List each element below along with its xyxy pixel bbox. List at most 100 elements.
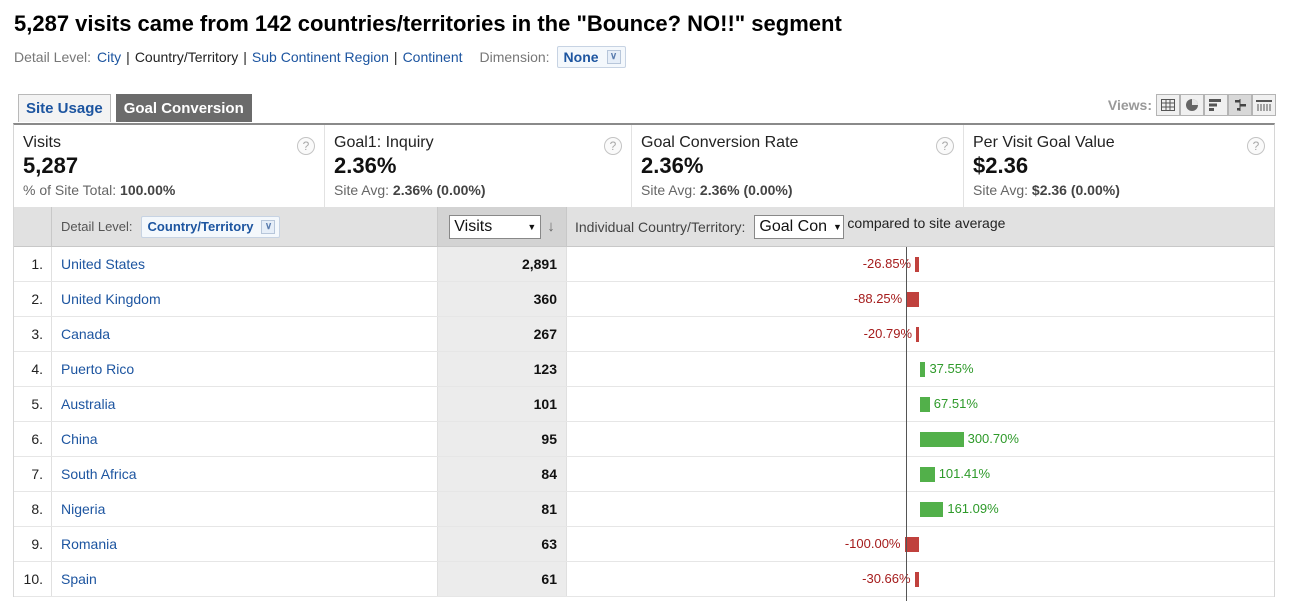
comparison-view-icon[interactable] <box>1228 94 1252 116</box>
help-icon[interactable]: ? <box>1247 137 1265 155</box>
header-visits: Visits ▼ ↓ <box>438 207 567 246</box>
detail-level-bar: Detail Level: City | Country/Territory |… <box>14 46 626 68</box>
row-rank: 1. <box>14 247 52 281</box>
page-title: 5,287 visits came from 142 countries/ter… <box>14 11 842 36</box>
header-dimension: Detail Level: Country/Territory ∨ <box>52 207 438 246</box>
metric-value: $2.36 <box>973 153 1029 178</box>
country-link[interactable]: Canada <box>52 317 438 351</box>
tab-goal-conversion[interactable]: Goal Conversion <box>115 94 252 122</box>
positive-bar <box>920 432 964 447</box>
visits-value: 2,891 <box>438 247 567 281</box>
detail-current-country: Country/Territory <box>134 49 239 65</box>
positive-bar <box>920 502 944 517</box>
metric-value: 5,287 <box>23 153 79 178</box>
visits-value: 267 <box>438 317 567 351</box>
dropdown-arrow-icon: ▼ <box>833 221 842 232</box>
compare-label: Individual Country/Territory: <box>575 218 746 235</box>
tab-site-usage[interactable]: Site Usage <box>18 94 111 122</box>
row-rank: 4. <box>14 352 52 386</box>
views-switcher: Views: <box>1108 94 1276 116</box>
row-rank: 5. <box>14 387 52 421</box>
country-link[interactable]: Australia <box>52 387 438 421</box>
table-view-icon[interactable] <box>1156 94 1180 116</box>
visits-value: 101 <box>438 387 567 421</box>
negative-bar <box>914 572 919 587</box>
pie-view-icon[interactable] <box>1180 94 1204 116</box>
positive-bar <box>920 467 935 482</box>
compare-suffix: compared to site average <box>847 214 1006 231</box>
table-row: 2. United Kingdom 360 -88.25% <box>14 282 1274 317</box>
table-detail-select[interactable]: Country/Territory ∨ <box>140 215 281 238</box>
table-header: Detail Level: Country/Territory ∨ Visits… <box>14 207 1274 247</box>
separator: | <box>126 49 130 65</box>
country-link[interactable]: Puerto Rico <box>52 352 438 386</box>
row-rank: 8. <box>14 492 52 526</box>
visits-value: 81 <box>438 492 567 526</box>
bar-view-icon[interactable] <box>1204 94 1228 116</box>
detail-level-label: Detail Level: <box>14 49 92 65</box>
header-comparison: Individual Country/Territory: Goal Con ▼… <box>567 207 1274 246</box>
percent-label: -26.85% <box>862 256 912 271</box>
summary-visits: Visits 5,287 % of Site Total: 100.00% ? <box>14 125 325 207</box>
metric-name: Goal Conversion Rate <box>641 134 799 151</box>
metric-name: Per Visit Goal Value <box>973 134 1115 151</box>
country-link[interactable]: Nigeria <box>52 492 438 526</box>
summary-per-visit-value: Per Visit Goal Value $2.36 Site Avg: $2.… <box>964 125 1274 207</box>
header-rank <box>14 207 52 246</box>
sort-desc-icon[interactable]: ↓ <box>547 218 555 235</box>
table-row: 10. Spain 61 -30.66% <box>14 562 1274 597</box>
row-rank: 7. <box>14 457 52 491</box>
row-rank: 9. <box>14 527 52 561</box>
positive-bar <box>920 362 926 377</box>
percent-label: -30.66% <box>862 571 911 586</box>
separator: | <box>243 49 247 65</box>
table-detail-label: Detail Level: <box>61 219 133 234</box>
metric-sub: Site Avg: $2.36 (0.00%) <box>973 182 1120 198</box>
negative-bar <box>906 292 919 307</box>
table-row: 4. Puerto Rico 123 37.55% <box>14 352 1274 387</box>
metric-value: 2.36% <box>641 153 704 178</box>
dimension-label: Dimension: <box>479 49 550 65</box>
comparison-cell: 37.55% <box>567 352 1274 386</box>
help-icon[interactable]: ? <box>936 137 954 155</box>
country-link[interactable]: United States <box>52 247 438 281</box>
metric-value: 2.36% <box>334 153 397 178</box>
positive-bar <box>920 397 930 412</box>
pivot-view-icon[interactable] <box>1252 94 1276 116</box>
dimension-select[interactable]: None ∨ <box>556 46 626 68</box>
percent-label: 101.41% <box>938 466 991 481</box>
table-row: 3. Canada 267 -20.79% <box>14 317 1274 352</box>
visits-value: 95 <box>438 422 567 456</box>
country-link[interactable]: United Kingdom <box>52 282 438 316</box>
report-table: Detail Level: Country/Territory ∨ Visits… <box>13 207 1275 597</box>
row-rank: 10. <box>14 562 52 596</box>
metric-select[interactable]: Visits ▼ <box>449 214 542 239</box>
dropdown-arrow-icon: ▼ <box>527 221 537 232</box>
metric-sub: % of Site Total: 100.00% <box>23 182 176 198</box>
comparison-cell: 300.70% <box>567 422 1274 456</box>
country-link[interactable]: Spain <box>52 562 438 596</box>
help-icon[interactable]: ? <box>604 137 622 155</box>
detail-link-continent[interactable]: Continent <box>402 49 463 65</box>
detail-link-city[interactable]: City <box>97 49 122 65</box>
percent-label: 67.51% <box>933 396 978 411</box>
summary-metrics: Visits 5,287 % of Site Total: 100.00% ? … <box>13 123 1275 207</box>
summary-goal1: Goal1: Inquiry 2.36% Site Avg: 2.36% (0.… <box>325 125 632 207</box>
table-row: 9. Romania 63 -100.00% <box>14 527 1274 562</box>
percent-label: 300.70% <box>967 431 1019 446</box>
comparison-cell: -100.00% <box>567 527 1274 561</box>
comparison-cell: -30.66% <box>567 562 1274 596</box>
country-link[interactable]: China <box>52 422 438 456</box>
country-link[interactable]: South Africa <box>52 457 438 491</box>
dimension-value: None <box>563 49 599 65</box>
detail-link-subcontinent[interactable]: Sub Continent Region <box>251 49 389 65</box>
negative-bar <box>904 537 919 552</box>
help-icon[interactable]: ? <box>297 137 315 155</box>
row-rank: 3. <box>14 317 52 351</box>
metric-name: Visits <box>23 134 61 151</box>
percent-label: 161.09% <box>947 501 999 516</box>
compare-select[interactable]: Goal Con ▼ <box>754 214 845 239</box>
separator: | <box>393 49 398 65</box>
percent-label: -88.25% <box>853 291 903 306</box>
country-link[interactable]: Romania <box>52 527 438 561</box>
